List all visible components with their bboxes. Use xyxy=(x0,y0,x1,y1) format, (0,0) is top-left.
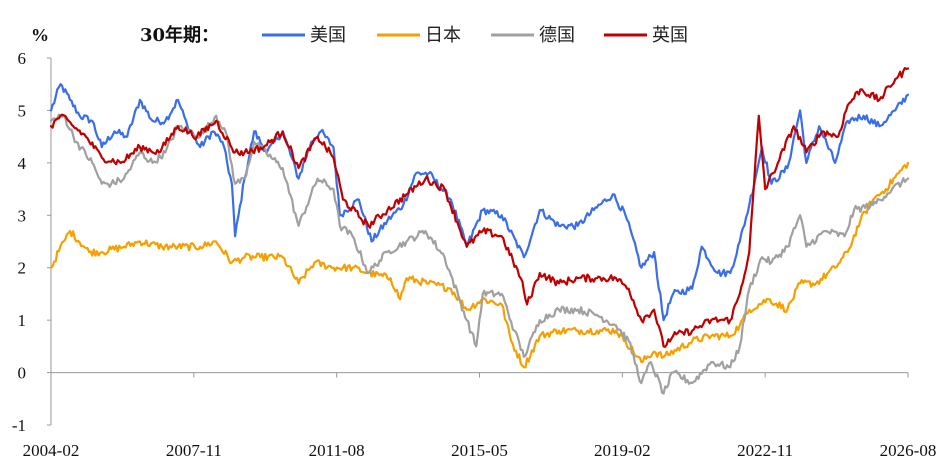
x-tick-label: 2004-02 xyxy=(23,441,80,460)
legend: 30年期： 美国 日本 德国 英国 xyxy=(140,24,688,46)
legend-label-de: 德国 xyxy=(539,25,575,46)
y-tick-label: 1 xyxy=(18,311,27,330)
x-tick-label: 2015-05 xyxy=(451,441,508,460)
legend-label-us: 美国 xyxy=(310,25,346,46)
y-tick-label: 2 xyxy=(18,259,27,278)
x-tick-label: 2026-08 xyxy=(880,441,937,460)
x-tick-label: 2011-08 xyxy=(309,441,365,460)
y-tick-label: 0 xyxy=(18,364,27,383)
y-axis-unit: % xyxy=(31,25,49,45)
series-line xyxy=(49,113,910,395)
series-line xyxy=(49,83,910,322)
y-tick-label: -1 xyxy=(12,416,26,435)
series-line xyxy=(49,67,910,348)
axes: -1 0 1 2 3 4 5 6 2004-02 2007-11 2011-08 2015-05 201… xyxy=(12,49,937,460)
legend-title: 30年期： xyxy=(140,24,219,46)
x-tick-label: 2019-02 xyxy=(594,441,651,460)
y-tick-label: 3 xyxy=(18,206,27,225)
y-tick-label: 5 xyxy=(18,101,27,120)
legend-label-uk: 英国 xyxy=(652,25,688,46)
legend-label-jp: 日本 xyxy=(425,25,461,46)
x-tick-label: 2007-11 xyxy=(166,441,222,460)
x-tick-label: 2022-11 xyxy=(737,441,793,460)
series-group xyxy=(49,67,910,395)
y-tick-label: 4 xyxy=(18,154,27,173)
series-line xyxy=(49,161,910,369)
y-tick-label: 6 xyxy=(18,49,27,68)
